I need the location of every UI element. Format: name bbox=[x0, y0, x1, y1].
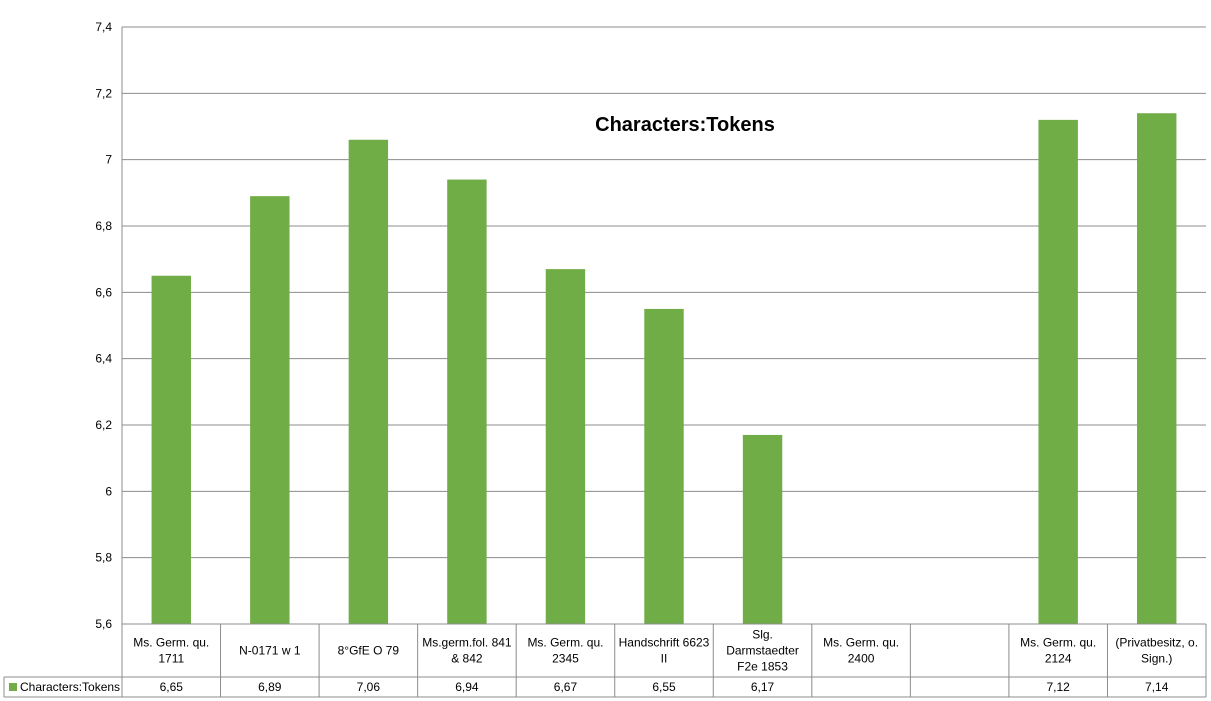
y-tick-label: 7,4 bbox=[95, 20, 112, 34]
x-tick-label: 1711 bbox=[158, 652, 184, 666]
y-tick-label: 5,8 bbox=[95, 551, 112, 565]
x-tick-label: Ms. Germ. qu. bbox=[823, 636, 899, 650]
x-tick-label: & 842 bbox=[451, 652, 483, 666]
bar bbox=[545, 269, 586, 624]
x-tick-label: Sign.) bbox=[1141, 652, 1172, 666]
data-label: 7,12 bbox=[1047, 680, 1071, 694]
bar bbox=[447, 179, 487, 625]
data-label: 6,65 bbox=[160, 680, 184, 694]
y-axis-tick-labels: 5,6 5,8 6 6,2 6,4 6,6 6,8 7 7,2 7,4 bbox=[95, 20, 112, 631]
data-label: 7,06 bbox=[357, 680, 381, 694]
data-label: 6,55 bbox=[652, 680, 676, 694]
data-label: 6,89 bbox=[258, 680, 282, 694]
legend-series-name: Characters:Tokens bbox=[20, 680, 120, 694]
bar bbox=[1137, 113, 1177, 624]
x-tick-label: Ms. Germ. qu. bbox=[527, 636, 603, 650]
y-tick-label: 6,8 bbox=[95, 219, 112, 233]
x-tick-label: (Privatbesitz, o. bbox=[1115, 636, 1198, 650]
bar bbox=[1038, 119, 1078, 624]
data-label: 6,67 bbox=[554, 680, 578, 694]
y-tick-label: 5,6 bbox=[95, 617, 112, 631]
data-table: Ms. Germ. qu. 1711 N-0171 w 1 8°GfE O 79 Ms.… bbox=[3, 623, 1207, 698]
bar bbox=[151, 275, 191, 624]
x-tick-label: II bbox=[661, 652, 668, 666]
bar bbox=[250, 196, 290, 624]
x-tick-label: 2124 bbox=[1045, 652, 1072, 666]
x-tick-label: 8°GfE O 79 bbox=[338, 644, 400, 658]
y-tick-label: 6,4 bbox=[95, 352, 112, 366]
y-tick-label: 7,2 bbox=[95, 86, 112, 100]
x-tick-label: Slg. bbox=[752, 628, 773, 642]
bar bbox=[644, 308, 684, 624]
y-tick-label: 6 bbox=[105, 484, 112, 498]
data-label: 6,17 bbox=[751, 680, 775, 694]
y-tick-label: 6,2 bbox=[95, 418, 112, 432]
chart-title: Characters:Tokens bbox=[595, 114, 775, 136]
x-tick-label: 2400 bbox=[848, 652, 875, 666]
x-tick-label: Handschrift 6623 bbox=[619, 636, 710, 650]
x-tick-label: N-0171 w 1 bbox=[239, 644, 301, 658]
x-tick-label: Ms. Germ. qu. bbox=[1020, 636, 1096, 650]
legend-swatch bbox=[9, 683, 17, 691]
bars bbox=[151, 113, 1177, 625]
data-label: 6,94 bbox=[455, 680, 479, 694]
y-tick-label: 7 bbox=[105, 153, 112, 167]
x-tick-label: Ms. Germ. qu. bbox=[133, 636, 209, 650]
y-tick-label: 6,6 bbox=[95, 285, 112, 299]
x-tick-label: Ms.germ.fol. 841 bbox=[422, 636, 512, 650]
bar bbox=[348, 139, 389, 624]
bar bbox=[742, 434, 783, 624]
x-tick-label: Darmstaedter bbox=[726, 644, 799, 658]
x-tick-label: F2e 1853 bbox=[737, 660, 788, 674]
data-label: 7,14 bbox=[1145, 680, 1169, 694]
x-tick-label: 2345 bbox=[552, 652, 579, 666]
